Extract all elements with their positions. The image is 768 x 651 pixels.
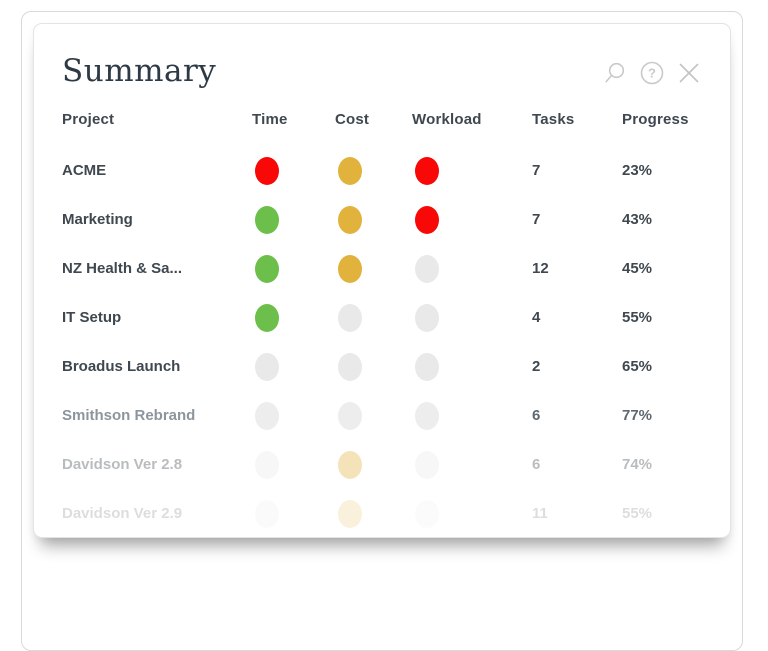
tasks-count: 12 — [532, 260, 549, 277]
workload-status-dot — [415, 205, 439, 234]
workload-status-dot — [415, 450, 439, 479]
column-header-cost: Cost — [335, 110, 370, 128]
column-header-tasks: Tasks — [532, 110, 575, 128]
cost-status-dot — [338, 205, 362, 234]
progress-value: 55% — [622, 309, 653, 326]
progress-value: 43% — [622, 211, 653, 228]
time-status-dot — [255, 352, 279, 381]
cost-status-dot — [338, 352, 362, 381]
table-row[interactable]: Broadus Launch 2 65% — [62, 342, 702, 391]
tasks-count: 2 — [532, 358, 541, 375]
close-icon[interactable] — [676, 60, 702, 86]
table-row[interactable]: IT Setup 4 55% — [62, 293, 702, 342]
project-name: Davidson Ver 2.8 — [62, 456, 183, 473]
time-status-dot — [255, 205, 279, 234]
time-status-dot — [255, 156, 279, 185]
progress-value: 77% — [622, 407, 653, 424]
table-row[interactable]: NZ Health & Sa... 12 45% — [62, 244, 702, 293]
table-row[interactable]: ACME 7 23% — [62, 146, 702, 195]
time-status-dot — [255, 450, 279, 479]
time-status-dot — [255, 254, 279, 283]
time-status-dot — [255, 499, 279, 528]
cost-status-dot — [338, 156, 362, 185]
project-name: Marketing — [62, 211, 133, 228]
progress-value: 55% — [622, 505, 653, 522]
table-row[interactable]: Davidson Ver 2.8 6 74% — [62, 440, 702, 489]
tasks-count: 7 — [532, 211, 541, 228]
cost-status-dot — [338, 303, 362, 332]
search-icon[interactable] — [602, 60, 628, 86]
cost-status-dot — [338, 499, 362, 528]
tasks-count: 6 — [532, 456, 541, 473]
project-name: Broadus Launch — [62, 358, 181, 375]
time-status-dot — [255, 401, 279, 430]
column-header-workload: Workload — [412, 110, 482, 128]
page-title: Summary — [62, 53, 217, 89]
progress-value: 74% — [622, 456, 653, 473]
workload-status-dot — [415, 156, 439, 185]
project-name: NZ Health & Sa... — [62, 260, 183, 277]
progress-value: 23% — [622, 162, 653, 179]
panel-toolbar: ? — [602, 60, 702, 86]
project-name: IT Setup — [62, 309, 122, 326]
tasks-count: 7 — [532, 162, 541, 179]
project-name: Smithson Rebrand — [62, 407, 196, 424]
tasks-count: 4 — [532, 309, 541, 326]
column-header-project: Project — [62, 110, 115, 128]
progress-value: 45% — [622, 260, 653, 277]
time-status-dot — [255, 303, 279, 332]
workload-status-dot — [415, 499, 439, 528]
tasks-count: 11 — [532, 505, 548, 522]
column-header-time: Time — [252, 110, 288, 128]
summary-panel: Summary ? Project Time Cost Workload Tas… — [33, 23, 731, 538]
svg-text:?: ? — [648, 66, 656, 81]
project-name: Davidson Ver 2.9 — [62, 505, 183, 522]
table-header: Project Time Cost Workload Tasks Progres… — [62, 108, 702, 130]
workload-status-dot — [415, 352, 439, 381]
project-name: ACME — [62, 162, 107, 179]
table-row[interactable]: Smithson Rebrand 6 77% — [62, 391, 702, 440]
table-body: ACME 7 23% Marketing 7 43% NZ Health & S… — [62, 146, 702, 537]
workload-status-dot — [415, 303, 439, 332]
table-row[interactable]: Davidson Ver 2.9 11 55% — [62, 489, 702, 537]
tasks-count: 6 — [532, 407, 541, 424]
workload-status-dot — [415, 401, 439, 430]
progress-value: 65% — [622, 358, 653, 375]
table-row[interactable]: Marketing 7 43% — [62, 195, 702, 244]
cost-status-dot — [338, 450, 362, 479]
cost-status-dot — [338, 401, 362, 430]
cost-status-dot — [338, 254, 362, 283]
help-icon[interactable]: ? — [639, 60, 665, 86]
column-header-progress: Progress — [622, 110, 689, 128]
workload-status-dot — [415, 254, 439, 283]
